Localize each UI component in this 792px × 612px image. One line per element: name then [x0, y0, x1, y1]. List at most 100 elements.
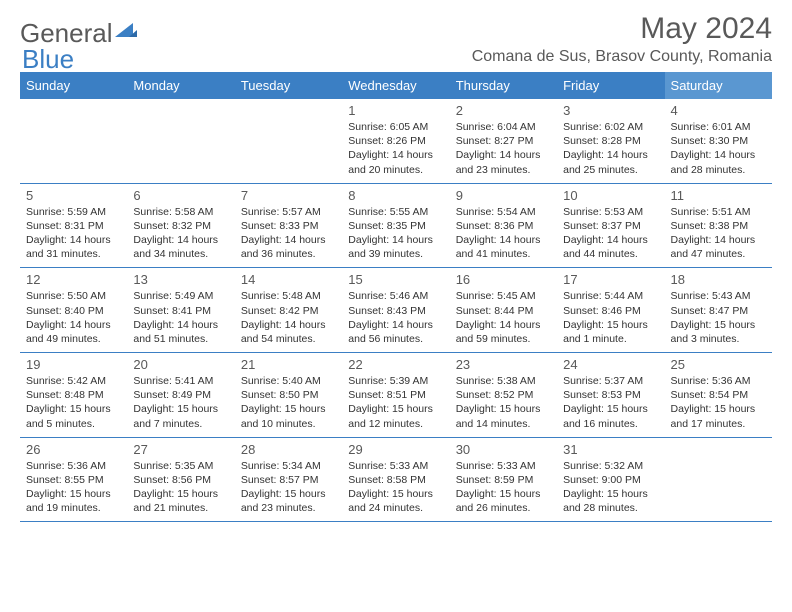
day-number: 19	[26, 357, 121, 372]
sunset-text: Sunset: 8:37 PM	[563, 219, 658, 233]
day-info: Sunrise: 5:51 AMSunset: 8:38 PMDaylight:…	[671, 205, 766, 262]
sunset-text: Sunset: 8:53 PM	[563, 388, 658, 402]
daylight-text: Daylight: 15 hours and 7 minutes.	[133, 402, 228, 430]
sunrise-text: Sunrise: 5:32 AM	[563, 459, 658, 473]
calendar-week: 26Sunrise: 5:36 AMSunset: 8:55 PMDayligh…	[20, 438, 772, 523]
day-info: Sunrise: 6:02 AMSunset: 8:28 PMDaylight:…	[563, 120, 658, 177]
calendar-cell: 12 Sunrise: 5:50 AMSunset: 8:40 PMDayligh…	[20, 268, 127, 352]
sunset-text: Sunset: 8:27 PM	[456, 134, 551, 148]
day-number: 24	[563, 357, 658, 372]
calendar-cell: 9Sunrise: 5:54 AMSunset: 8:36 PMDaylight…	[450, 184, 557, 268]
location: Comana de Sus, Brasov County, Romania	[472, 48, 772, 66]
calendar-week: 19Sunrise: 5:42 AMSunset: 8:48 PMDayligh…	[20, 353, 772, 438]
daylight-text: Daylight: 14 hours and 36 minutes.	[241, 233, 336, 261]
title-block: May 2024 Comana de Sus, Brasov County, R…	[472, 12, 772, 66]
sunrise-text: Sunrise: 5:58 AM	[133, 205, 228, 219]
sunset-text: Sunset: 8:31 PM	[26, 219, 121, 233]
calendar-cell: 27Sunrise: 5:35 AMSunset: 8:56 PMDayligh…	[127, 438, 234, 522]
daylight-text: Daylight: 15 hours and 17 minutes.	[671, 402, 766, 430]
sunrise-text: Sunrise: 6:05 AM	[348, 120, 443, 134]
calendar-cell: 18Sunrise: 5:43 AMSunset: 8:47 PMDayligh…	[665, 268, 772, 352]
calendar-cell: 7Sunrise: 5:57 AMSunset: 8:33 PMDaylight…	[235, 184, 342, 268]
calendar-cell: 10Sunrise: 5:53 AMSunset: 8:37 PMDayligh…	[557, 184, 664, 268]
day-number: 29	[348, 442, 443, 457]
day-number: 22	[348, 357, 443, 372]
sunset-text: Sunset: 9:00 PM	[563, 473, 658, 487]
sunrise-text: Sunrise: 6:02 AM	[563, 120, 658, 134]
sunset-text: Sunset: 8:49 PM	[133, 388, 228, 402]
day-info: Sunrise: 5:32 AMSunset: 9:00 PMDaylight:…	[563, 459, 658, 516]
daylight-text: Daylight: 14 hours and 54 minutes.	[241, 318, 336, 346]
header-wednesday: Wednesday	[342, 72, 449, 99]
sunset-text: Sunset: 8:36 PM	[456, 219, 551, 233]
day-number: 18	[671, 272, 766, 287]
day-number: 14	[241, 272, 336, 287]
calendar: Sunday Monday Tuesday Wednesday Thursday…	[20, 72, 772, 522]
sunset-text: Sunset: 8:46 PM	[563, 304, 658, 318]
daylight-text: Daylight: 15 hours and 10 minutes.	[241, 402, 336, 430]
day-info: Sunrise: 5:34 AMSunset: 8:57 PMDaylight:…	[241, 459, 336, 516]
sunset-text: Sunset: 8:30 PM	[671, 134, 766, 148]
day-info: Sunrise: 5:36 AMSunset: 8:55 PMDaylight:…	[26, 459, 121, 516]
day-info: Sunrise: 5:48 AMSunset: 8:42 PMDaylight:…	[241, 289, 336, 346]
day-number: 16	[456, 272, 551, 287]
day-number: 2	[456, 103, 551, 118]
calendar-cell: 24 Sunrise: 5:37 AMSunset: 8:53 PMDayligh…	[557, 353, 664, 437]
sunset-text: Sunset: 8:44 PM	[456, 304, 551, 318]
sunrise-text: Sunrise: 5:53 AM	[563, 205, 658, 219]
daylight-text: Daylight: 14 hours and 44 minutes.	[563, 233, 658, 261]
sunset-text: Sunset: 8:54 PM	[671, 388, 766, 402]
sunset-text: Sunset: 8:52 PM	[456, 388, 551, 402]
sunrise-text: Sunrise: 5:42 AM	[26, 374, 121, 388]
calendar-week: 1Sunrise: 6:05 AMSunset: 8:26 PMDaylight…	[20, 99, 772, 184]
calendar-cell: 3Sunrise: 6:02 AMSunset: 8:28 PMDaylight…	[557, 99, 664, 183]
day-number: 15	[348, 272, 443, 287]
calendar-cell: 26Sunrise: 5:36 AMSunset: 8:55 PMDayligh…	[20, 438, 127, 522]
sunrise-text: Sunrise: 5:39 AM	[348, 374, 443, 388]
sunrise-text: Sunrise: 5:43 AM	[671, 289, 766, 303]
calendar-cell: 1 Sunrise: 6:05 AMSunset: 8:26 PMDaylight…	[342, 99, 449, 183]
calendar-cell: 23Sunrise: 5:38 AMSunset: 8:52 PMDayligh…	[450, 353, 557, 437]
sunrise-text: Sunrise: 5:45 AM	[456, 289, 551, 303]
calendar-body: 1Sunrise: 6:05 AMSunset: 8:26 PMDaylight…	[20, 99, 772, 522]
logo-text-blue: Blue	[22, 44, 74, 74]
calendar-week: 12 Sunrise: 5:50 AMSunset: 8:40 PMDayligh…	[20, 268, 772, 353]
day-number: 20	[133, 357, 228, 372]
header-friday: Friday	[557, 72, 664, 99]
sunrise-text: Sunrise: 5:33 AM	[456, 459, 551, 473]
sunrise-text: Sunrise: 6:01 AM	[671, 120, 766, 134]
calendar-cell	[127, 99, 234, 183]
day-info: Sunrise: 5:37 AMSunset: 8:53 PMDaylight:…	[563, 374, 658, 431]
day-info: Sunrise: 6:04 AMSunset: 8:27 PMDaylight:…	[456, 120, 551, 177]
day-info: Sunrise: 5:40 AMSunset: 8:50 PMDaylight:…	[241, 374, 336, 431]
sunset-text: Sunset: 8:43 PM	[348, 304, 443, 318]
day-number: 12	[26, 272, 121, 287]
calendar-cell: 14 Sunrise: 5:48 AMSunset: 8:42 PMDayligh…	[235, 268, 342, 352]
sunrise-text: Sunrise: 5:55 AM	[348, 205, 443, 219]
daylight-text: Daylight: 14 hours and 25 minutes.	[563, 148, 658, 176]
daylight-text: Daylight: 14 hours and 41 minutes.	[456, 233, 551, 261]
sunrise-text: Sunrise: 5:48 AM	[241, 289, 336, 303]
day-info: Sunrise: 5:49 AMSunset: 8:41 PMDaylight:…	[133, 289, 228, 346]
sunset-text: Sunset: 8:51 PM	[348, 388, 443, 402]
calendar-cell: 4Sunrise: 6:01 AMSunset: 8:30 PMDaylight…	[665, 99, 772, 183]
sunset-text: Sunset: 8:38 PM	[671, 219, 766, 233]
calendar-cell: 28Sunrise: 5:34 AMSunset: 8:57 PMDayligh…	[235, 438, 342, 522]
day-number: 8	[348, 188, 443, 203]
day-info: Sunrise: 5:39 AMSunset: 8:51 PMDaylight:…	[348, 374, 443, 431]
sunset-text: Sunset: 8:56 PM	[133, 473, 228, 487]
sunrise-text: Sunrise: 5:38 AM	[456, 374, 551, 388]
day-info: Sunrise: 5:50 AMSunset: 8:40 PMDaylight:…	[26, 289, 121, 346]
sunrise-text: Sunrise: 5:57 AM	[241, 205, 336, 219]
day-number: 1	[348, 103, 443, 118]
sunset-text: Sunset: 8:26 PM	[348, 134, 443, 148]
calendar-week: 5Sunrise: 5:59 AMSunset: 8:31 PMDaylight…	[20, 184, 772, 269]
header-thursday: Thursday	[450, 72, 557, 99]
sunrise-text: Sunrise: 5:50 AM	[26, 289, 121, 303]
sunrise-text: Sunrise: 5:41 AM	[133, 374, 228, 388]
day-number: 13	[133, 272, 228, 287]
daylight-text: Daylight: 14 hours and 20 minutes.	[348, 148, 443, 176]
calendar-cell: 20 Sunrise: 5:41 AMSunset: 8:49 PMDayligh…	[127, 353, 234, 437]
day-info: Sunrise: 5:46 AMSunset: 8:43 PMDaylight:…	[348, 289, 443, 346]
calendar-cell: 17Sunrise: 5:44 AMSunset: 8:46 PMDayligh…	[557, 268, 664, 352]
